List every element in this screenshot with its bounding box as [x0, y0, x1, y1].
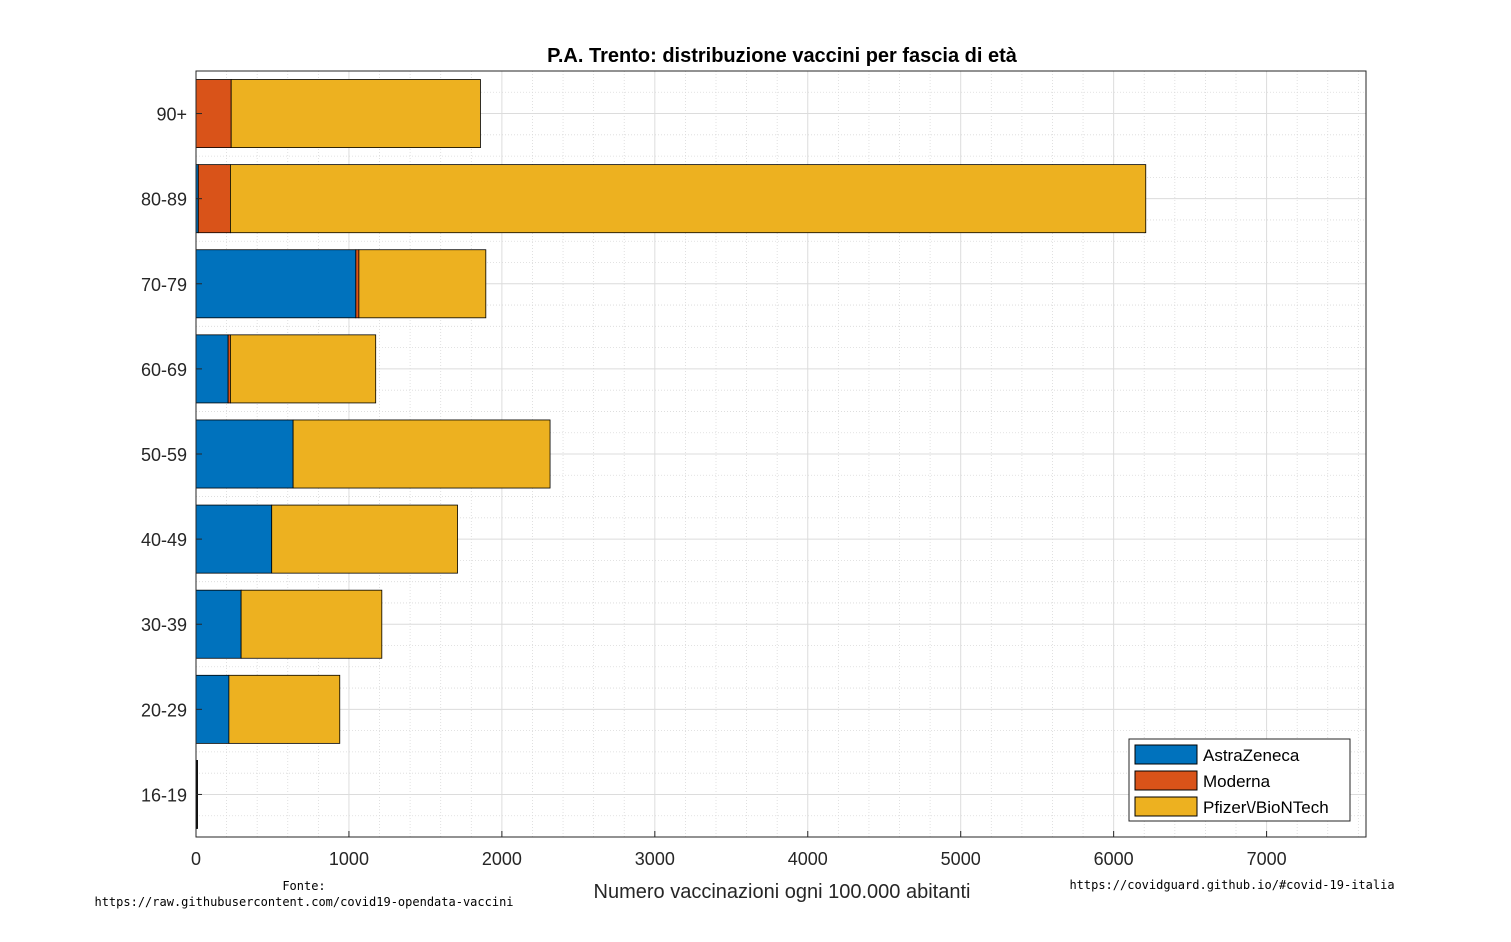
- bar-moderna-80-89: [197, 164, 231, 234]
- legend-label-astrazeneca: AstraZeneca: [1203, 746, 1300, 765]
- bar-pfizer-biontech-60-69: [230, 334, 377, 404]
- legend-label-moderna: Moderna: [1203, 772, 1271, 791]
- y-tick-label: 20-29: [141, 700, 187, 720]
- x-tick-label: 6000: [1094, 849, 1134, 869]
- y-tick-label: 50-59: [141, 445, 187, 465]
- source-url: https://raw.githubusercontent.com/covid1…: [94, 895, 513, 909]
- legend: AstraZeneca Moderna Pfizer\/BioNTech: [1128, 738, 1351, 822]
- x-tick-label: 4000: [788, 849, 828, 869]
- bar-pfizer-biontech-20-29: [228, 674, 341, 744]
- bar-pfizer-biontech-70-79: [358, 249, 487, 319]
- x-axis-label: Numero vaccinazioni ogni 100.000 abitant…: [594, 881, 971, 903]
- bar-astrazeneca-20-29: [195, 674, 230, 744]
- bar-moderna-70-79: [355, 249, 360, 319]
- bar-pfizer-biontech-90+: [230, 79, 481, 148]
- source-label: Fonte:: [282, 879, 325, 893]
- bars-layer: [195, 79, 1147, 829]
- chart-title: P.A. Trento: distribuzione vaccini per f…: [547, 45, 1018, 67]
- x-tick-label: 2000: [482, 849, 522, 869]
- y-tick-label: 40-49: [141, 530, 187, 550]
- bar-pfizer-biontech-40-49: [271, 504, 458, 574]
- bar-astrazeneca-30-39: [195, 589, 242, 659]
- legend-swatch-pfizer: [1134, 796, 1198, 817]
- legend-swatch-moderna: [1134, 770, 1198, 791]
- tick-labels: 16-19 20-29 30-39 40-49 50-59 60-69 70-79 80-89…: [141, 105, 1287, 869]
- bar-astrazeneca-70-79: [195, 249, 357, 319]
- credit-url: https://covidguard.github.io/#covid-19-i…: [1069, 878, 1394, 892]
- y-tick-label: 80-89: [141, 190, 187, 210]
- x-tick-label: 3000: [635, 849, 675, 869]
- bar-pfizer-biontech-30-39: [240, 589, 383, 659]
- y-tick-label: 30-39: [141, 615, 187, 635]
- legend-label-pfizer: Pfizer\/BioNTech: [1203, 798, 1329, 817]
- y-tick-label: 16-19: [141, 785, 187, 805]
- bar-pfizer-biontech-80-89: [230, 164, 1147, 234]
- x-tick-label: 0: [191, 849, 201, 869]
- y-tick-label: 60-69: [141, 360, 187, 380]
- y-tick-label: 90+: [156, 105, 187, 125]
- bar-astrazeneca-40-49: [195, 504, 273, 574]
- x-tick-label: 7000: [1247, 849, 1287, 869]
- legend-swatch-astrazeneca: [1134, 744, 1198, 765]
- x-tick-label: 5000: [941, 849, 981, 869]
- y-tick-label: 70-79: [141, 275, 187, 295]
- bar-astrazeneca-50-59: [195, 419, 294, 489]
- x-tick-label: 1000: [329, 849, 369, 869]
- bar-pfizer-biontech-50-59: [292, 419, 551, 489]
